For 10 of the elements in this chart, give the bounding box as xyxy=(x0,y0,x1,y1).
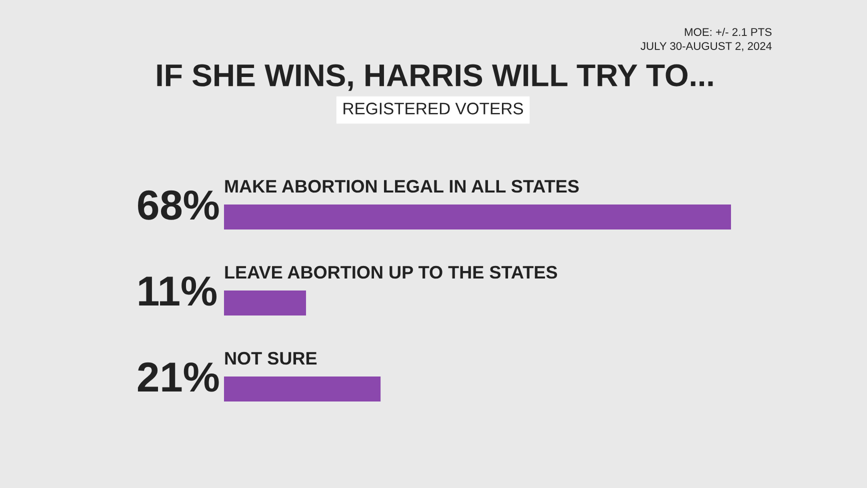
y-tick-label: LEAVE ABORTION UP TO THE STATES xyxy=(225,266,558,279)
chart-title: IF SHE WINS, HARRIS WILL TRY TO... xyxy=(157,64,713,91)
text: MOE: +/- 2.1 PTS xyxy=(684,28,772,36)
y-tick-label: NOT SURE xyxy=(225,352,317,365)
y-tick-label: MAKE ABORTION LEGAL IN ALL STATES xyxy=(225,180,579,193)
data-label: 68% xyxy=(138,190,219,220)
data-label: 11% xyxy=(139,276,217,306)
chart-subtitle: REGISTERED VOTERS xyxy=(344,102,523,114)
data-label: 21% xyxy=(138,362,219,392)
text: JULY 30-AUGUST 2, 2024 xyxy=(640,42,772,52)
